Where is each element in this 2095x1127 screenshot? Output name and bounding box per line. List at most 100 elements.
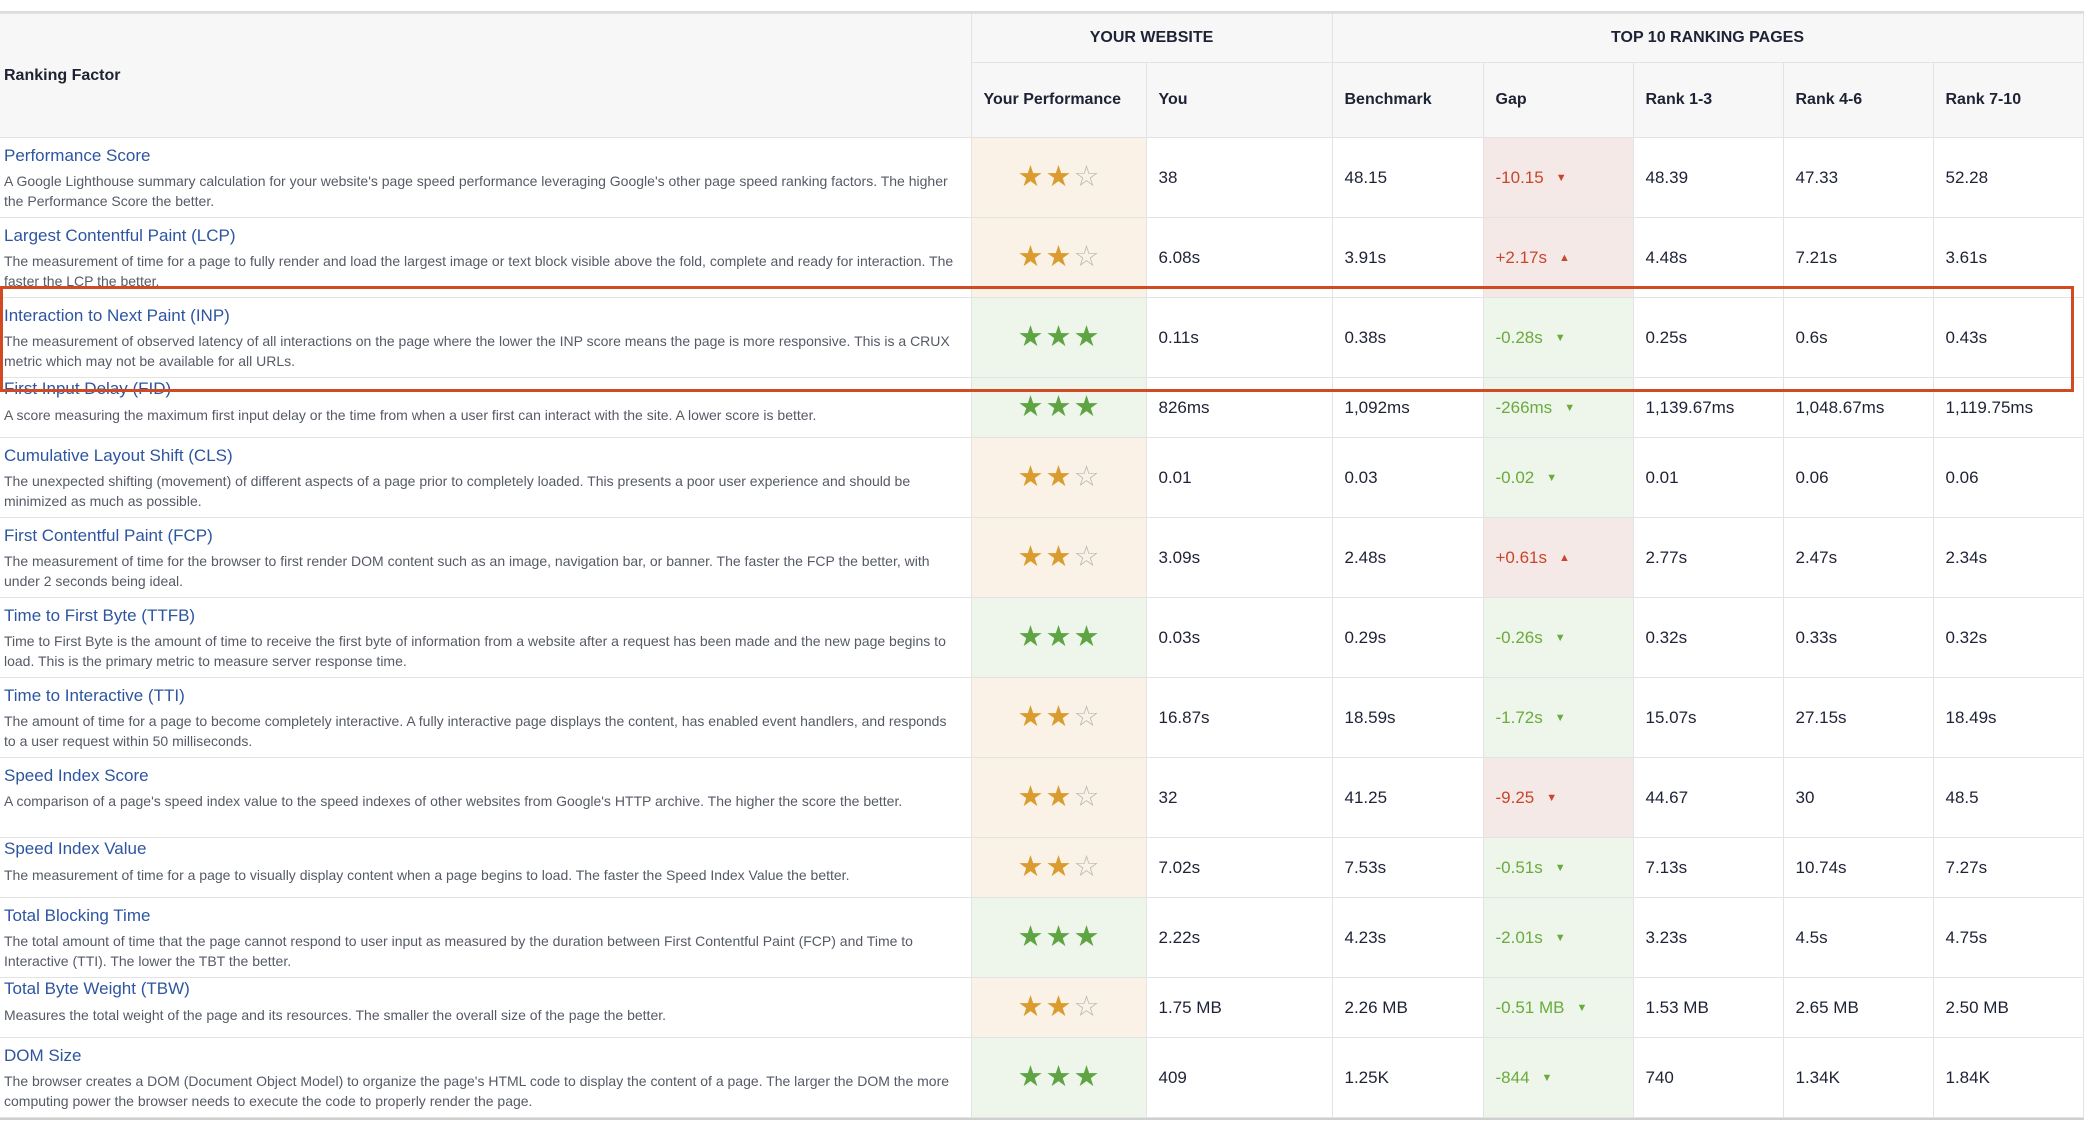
star-filled-icon: ★ [1017, 461, 1044, 493]
ranking-factor-cell: Total Blocking Time The total amount of … [0, 897, 972, 978]
table-row: First Input Delay (FID) A score measurin… [0, 377, 2084, 438]
star-filled-icon: ★ [1017, 921, 1044, 953]
factor-title-link[interactable]: Interaction to Next Paint (INP) [4, 306, 230, 325]
rank-7-10-value: 7.27s [1932, 837, 2084, 898]
col-header-ranking-factor: Ranking Factor [0, 13, 972, 138]
you-value: 3.09s [1145, 517, 1333, 598]
rank-1-3-value: 2.77s [1632, 517, 1784, 598]
star-empty-icon: ☆ [1073, 461, 1100, 493]
gap-value: -1.72s [1495, 707, 1543, 727]
star-filled-icon: ★ [1045, 921, 1072, 953]
factor-description: A comparison of a page's speed index val… [4, 793, 903, 809]
factor-title-link[interactable]: Performance Score [4, 146, 151, 165]
factor-title-link[interactable]: Speed Index Value [4, 839, 147, 858]
benchmark-value: 2.48s [1331, 517, 1484, 598]
you-value: 32 [1145, 757, 1333, 838]
gap-value: -844 [1495, 1067, 1530, 1087]
star-filled-icon: ★ [1073, 321, 1100, 353]
rank-4-6-value: 1,048.67ms [1782, 377, 1934, 438]
group-header-top10: TOP 10 RANKING PAGES [1331, 13, 2084, 63]
factor-title-link[interactable]: Largest Contentful Paint (LCP) [4, 226, 236, 245]
performance-rating: ★★☆ [970, 137, 1147, 218]
factor-title-link[interactable]: Time to Interactive (TTI) [4, 686, 185, 705]
arrow-down-icon: ▼ [1554, 631, 1566, 644]
rank-7-10-value: 1.84K [1932, 1037, 2084, 1118]
star-filled-icon: ★ [1017, 321, 1044, 353]
star-filled-icon: ★ [1017, 701, 1044, 733]
factor-description: A score measuring the maximum first inpu… [4, 407, 817, 423]
you-value: 0.11s [1145, 297, 1333, 378]
benchmark-value: 0.03 [1331, 437, 1484, 518]
rank-4-6-value: 0.06 [1782, 437, 1934, 518]
rank-1-3-value: 0.01 [1632, 437, 1784, 518]
gap-cell: -10.15 ▼ [1482, 137, 1634, 218]
benchmark-value: 2.26 MB [1331, 977, 1484, 1038]
benchmark-value: 48.15 [1331, 137, 1484, 218]
ranking-factor-cell: Time to Interactive (TTI) The amount of … [0, 677, 972, 758]
factor-title-link[interactable]: First Contentful Paint (FCP) [4, 526, 213, 545]
performance-rating: ★★☆ [970, 977, 1147, 1038]
star-empty-icon: ☆ [1073, 851, 1100, 883]
rank-7-10-value: 18.49s [1932, 677, 2084, 758]
rank-4-6-value: 7.21s [1782, 217, 1934, 298]
star-filled-icon: ★ [1045, 851, 1072, 883]
star-empty-icon: ☆ [1073, 541, 1100, 573]
ranking-factor-cell: DOM Size The browser creates a DOM (Docu… [0, 1037, 972, 1118]
factor-title-link[interactable]: Total Byte Weight (TBW) [4, 979, 190, 998]
table-row: Time to Interactive (TTI) The amount of … [0, 677, 2084, 758]
rank-1-3-value: 0.32s [1632, 597, 1784, 678]
factor-title-link[interactable]: Total Blocking Time [4, 906, 151, 925]
you-value: 0.03s [1145, 597, 1333, 678]
factor-title-link[interactable]: Speed Index Score [4, 766, 149, 785]
table-row: First Contentful Paint (FCP) The measure… [0, 517, 2084, 598]
table-row: Speed Index Value The measurement of tim… [0, 837, 2084, 898]
arrow-down-icon: ▼ [1564, 401, 1576, 414]
gap-value: -0.28s [1495, 327, 1543, 347]
ranking-factors-table: Ranking Factor YOUR WEBSITE TOP 10 RANKI… [0, 11, 2084, 1120]
col-header-gap: Gap [1482, 62, 1634, 138]
rank-1-3-value: 3.23s [1632, 897, 1784, 978]
gap-cell: -844 ▼ [1482, 1037, 1634, 1118]
table-row: Total Byte Weight (TBW) Measures the tot… [0, 977, 2084, 1038]
performance-rating: ★★★ [970, 377, 1147, 438]
rank-4-6-value: 10.74s [1782, 837, 1934, 898]
gap-value: -0.02 [1495, 467, 1535, 487]
performance-rating: ★★★ [970, 597, 1147, 678]
star-empty-icon: ☆ [1073, 701, 1100, 733]
star-filled-icon: ★ [1045, 391, 1072, 423]
gap-value: -266ms [1495, 397, 1553, 417]
star-filled-icon: ★ [1017, 1061, 1044, 1093]
benchmark-value: 18.59s [1331, 677, 1484, 758]
gap-cell: -0.28s ▼ [1482, 297, 1634, 378]
factor-description: The browser creates a DOM (Document Obje… [4, 1073, 950, 1109]
star-filled-icon: ★ [1073, 921, 1100, 953]
col-header-rank-7-10: Rank 7-10 [1932, 62, 2084, 138]
factor-title-link[interactable]: DOM Size [4, 1046, 82, 1065]
gap-value: -0.51s [1495, 857, 1543, 877]
gap-value: +2.17s [1495, 247, 1548, 267]
factor-description: Measures the total weight of the page an… [4, 1007, 667, 1023]
arrow-down-icon: ▼ [1554, 861, 1566, 874]
rank-7-10-value: 2.50 MB [1932, 977, 2084, 1038]
factor-title-link[interactable]: First Input Delay (FID) [4, 379, 172, 398]
factor-title-link[interactable]: Cumulative Layout Shift (CLS) [4, 446, 233, 465]
rank-4-6-value: 30 [1782, 757, 1934, 838]
performance-rating: ★★☆ [970, 837, 1147, 898]
factor-title-link[interactable]: Time to First Byte (TTFB) [4, 606, 196, 625]
rank-1-3-value: 15.07s [1632, 677, 1784, 758]
star-filled-icon: ★ [1045, 991, 1072, 1023]
star-empty-icon: ☆ [1073, 781, 1100, 813]
factor-description: Time to First Byte is the amount of time… [4, 633, 946, 669]
gap-value: -10.15 [1495, 167, 1544, 187]
rank-4-6-value: 1.34K [1782, 1037, 1934, 1118]
star-filled-icon: ★ [1045, 461, 1072, 493]
table-row: Interaction to Next Paint (INP) The meas… [0, 297, 2084, 378]
benchmark-value: 1,092ms [1331, 377, 1484, 438]
factor-description: The unexpected shifting (movement) of di… [4, 473, 911, 509]
star-filled-icon: ★ [1073, 1061, 1100, 1093]
rank-1-3-value: 44.67 [1632, 757, 1784, 838]
star-filled-icon: ★ [1017, 991, 1044, 1023]
arrow-down-icon: ▼ [1554, 711, 1566, 724]
table-row: Cumulative Layout Shift (CLS) The unexpe… [0, 437, 2084, 518]
factor-description: The total amount of time that the page c… [4, 933, 913, 969]
